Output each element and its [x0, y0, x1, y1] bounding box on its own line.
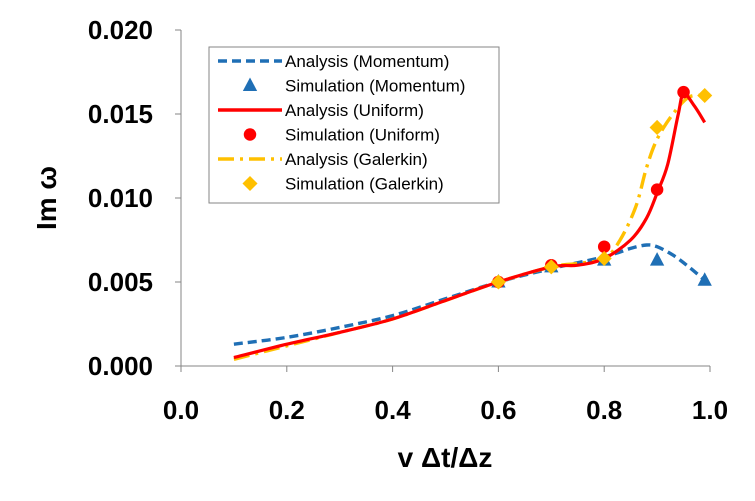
x-tick-label: 1.0: [692, 395, 728, 425]
legend-label: Analysis (Uniform): [285, 101, 424, 120]
legend-label: Simulation (Uniform): [285, 126, 440, 145]
legend: Analysis (Momentum) Simulation (Momentum)…: [208, 46, 500, 204]
x-axis-title: v Δt/Δz: [398, 442, 493, 473]
data-point-simulation-momentum: [697, 272, 712, 286]
x-tick-label: 0.8: [586, 395, 622, 425]
data-point-simulation-galerkin: [490, 274, 506, 290]
y-tick-label: 0.010: [88, 183, 153, 213]
data-point-simulation-uniform: [650, 183, 664, 196]
legend-label: Simulation (Momentum): [285, 77, 465, 96]
y-tick-label: 0.015: [88, 99, 153, 129]
y-axis-title: Im ω: [31, 166, 62, 230]
data-point-simulation-galerkin: [697, 87, 713, 104]
data-point-simulation-galerkin: [649, 119, 665, 135]
legend-label: Analysis (Momentum): [285, 52, 449, 71]
axes: 0.000 0.005 0.010 0.015 0.020 0.0 0.2 0.4 0.6 0.8…: [31, 15, 728, 473]
x-tick-label: 0.4: [375, 395, 412, 425]
data-point-simulation-uniform: [597, 240, 611, 253]
x-tick-label: 0.2: [269, 395, 305, 425]
legend-label: Analysis (Galerkin): [285, 150, 428, 169]
series-layer: [233, 85, 713, 361]
data-point-simulation-galerkin: [543, 259, 559, 275]
y-tick-label: 0.000: [88, 351, 153, 381]
data-point-simulation-galerkin: [596, 250, 612, 267]
legend-swatch-marker: [242, 175, 258, 192]
series-line-analysis-momentum: [233, 243, 706, 346]
legend-label: Simulation (Galerkin): [285, 175, 444, 194]
legend-swatch-marker: [243, 128, 257, 141]
x-tick-label: 0.6: [480, 395, 516, 425]
legend-box: [208, 46, 500, 204]
x-tick-label: 0.0: [163, 395, 199, 425]
legend-swatch-marker: [242, 77, 258, 91]
y-tick-label: 0.020: [88, 15, 153, 45]
data-point-simulation-uniform: [677, 85, 690, 99]
y-tick-label: 0.005: [88, 267, 153, 297]
data-point-simulation-momentum: [649, 252, 665, 266]
